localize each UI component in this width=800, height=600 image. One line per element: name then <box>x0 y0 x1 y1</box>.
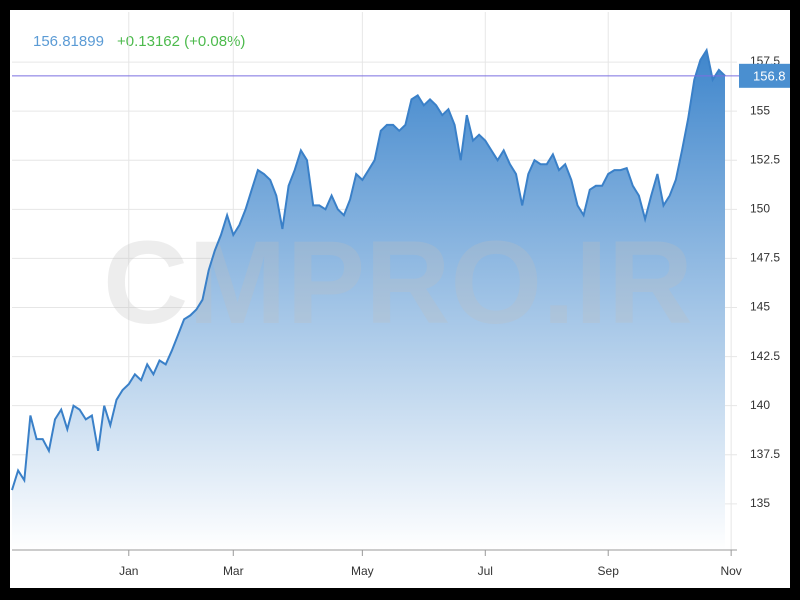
price-label: 156.8 <box>753 68 786 83</box>
area-line <box>11 47 726 491</box>
y-tick-label: 155 <box>750 103 770 117</box>
price-label-box <box>739 63 790 88</box>
x-tick-label: Nov <box>720 564 741 578</box>
x-tick-label: Sep <box>598 564 620 578</box>
y-tick-label: 140 <box>750 398 770 412</box>
watermark: CMPRO.IR <box>103 217 693 349</box>
y-tick-label: 150 <box>750 202 770 216</box>
x-tick-label: Jan <box>119 564 138 578</box>
y-tick-label: 137.5 <box>750 447 780 461</box>
y-tick-label: 145 <box>750 300 770 314</box>
area-fill <box>12 50 725 551</box>
y-tick-label: 135 <box>750 496 770 510</box>
y-tick-label: 142.5 <box>750 349 780 363</box>
x-tick-label: Jul <box>478 564 493 578</box>
change: +0.13162 (+0.08%) <box>117 33 245 50</box>
last-value: 156.81899 <box>33 33 104 50</box>
x-tick-label: May <box>351 564 374 578</box>
y-tick-label: 147.5 <box>750 251 780 265</box>
x-tick-label: Mar <box>223 564 244 578</box>
y-tick-label: 152.5 <box>750 152 780 166</box>
